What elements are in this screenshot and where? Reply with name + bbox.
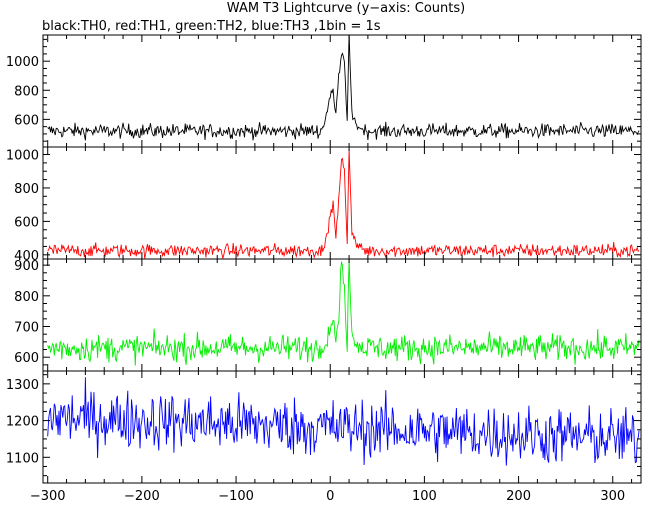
x-tick-label: −300: [30, 489, 66, 504]
x-tick-label: 300: [600, 489, 625, 504]
y-tick-label: 600: [14, 113, 39, 128]
y-tick-label: 1000: [6, 149, 39, 164]
y-tick-label: 700: [14, 321, 39, 336]
x-tick-label: −100: [218, 489, 254, 504]
panel-frame: [42, 258, 642, 372]
x-tick-label: 100: [412, 489, 437, 504]
x-tick-label: −200: [124, 489, 160, 504]
panel-th3: 1100 1200 1300: [6, 370, 642, 484]
y-tick-label: 1300: [6, 378, 39, 393]
y-tick-label: 900: [14, 259, 39, 274]
series-line-th2: [47, 259, 640, 366]
figure-subtitle: black:TH0, red:TH1, green:TH2, blue:TH3 …: [42, 19, 381, 34]
figure-title: WAM T3 Lightcurve (y−axis: Counts): [227, 1, 465, 16]
y-tick-label: 1100: [6, 451, 39, 466]
y-tick-label: 400: [14, 249, 39, 264]
x-tick-label: 200: [506, 489, 531, 504]
panel-frame: [42, 146, 642, 260]
panel-th0: 600 800 1000: [6, 34, 642, 148]
y-tick-label: 800: [14, 84, 39, 99]
y-tick-label: 600: [14, 351, 39, 366]
series-line-th0: [47, 35, 640, 141]
panel-frame: [42, 370, 642, 484]
y-tick-label: 1200: [6, 415, 39, 430]
lightcurve-panels: 6008001000400600800100060070080090011001…: [6, 34, 642, 504]
y-tick-label: 600: [14, 215, 39, 230]
series-line-th1: [47, 148, 640, 259]
y-tick-label: 800: [14, 182, 39, 197]
panel-th1: 400 600 800 1000: [6, 146, 642, 264]
y-tick-label: 1000: [6, 55, 39, 70]
panel-th2: 600 700 800 900: [14, 258, 642, 372]
y-tick-label: 800: [14, 290, 39, 305]
x-tick-label: 0: [326, 489, 334, 504]
series-line-th3: [47, 377, 640, 466]
